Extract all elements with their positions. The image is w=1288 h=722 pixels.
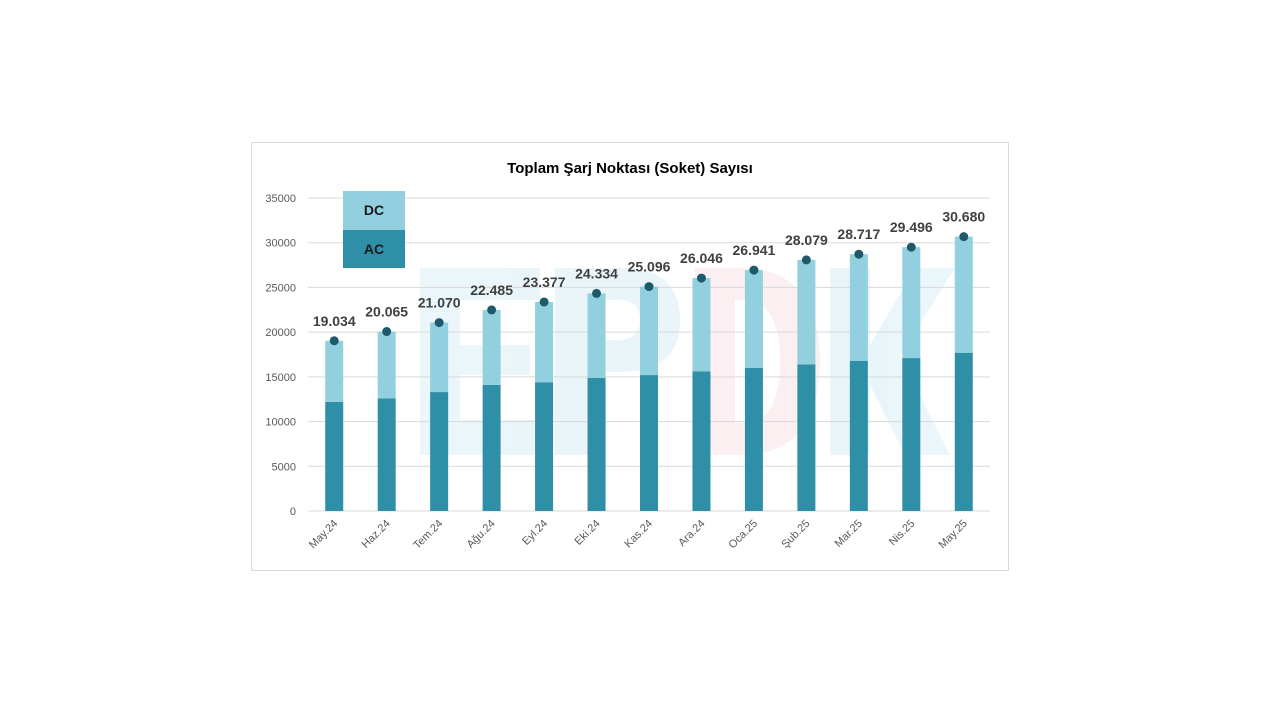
bar-dc (954, 236, 973, 353)
bar-ac (954, 352, 973, 511)
x-tick-label: Nis.25 (887, 518, 918, 549)
total-marker (749, 265, 759, 275)
total-marker (382, 327, 392, 337)
total-marker (906, 242, 916, 252)
x-tick-label: Şub.25 (779, 518, 812, 551)
bar-ac (587, 377, 606, 511)
legend: DC AC (343, 191, 405, 268)
y-tick-label: 15000 (265, 372, 296, 384)
bar-dc (325, 340, 344, 402)
x-tick-label: Haz.24 (360, 518, 393, 551)
total-data-label: 28.717 (837, 226, 880, 242)
total-marker (644, 282, 654, 292)
total-marker (696, 273, 706, 283)
x-tick-label: Ağu.24 (465, 518, 498, 551)
y-tick-label: 25000 (265, 282, 296, 294)
chart-frame (251, 142, 1009, 571)
bar-ac (744, 367, 763, 511)
x-tick-label: May.24 (307, 518, 340, 551)
y-tick-label: 5000 (272, 461, 296, 473)
total-marker (854, 249, 864, 259)
total-marker (434, 318, 444, 328)
watermark-letter-e (420, 268, 540, 455)
x-tick-label: Ara.24 (676, 518, 707, 549)
bar-ac (692, 371, 711, 511)
x-tick-label: Oca.25 (726, 518, 760, 552)
bar-dc (430, 322, 449, 393)
bar-dc (587, 293, 606, 378)
total-data-label: 19.034 (313, 313, 356, 329)
total-data-label: 24.334 (575, 265, 618, 281)
x-tick-label: Mar.25 (833, 518, 865, 550)
chart-title: Toplam Şarj Noktası (Soket) Sayısı (507, 160, 753, 177)
y-tick-label: 20000 (265, 327, 296, 339)
bar-ac (797, 364, 816, 511)
bar-ac (482, 384, 501, 511)
bar-ac (902, 358, 921, 511)
bar-dc (692, 278, 711, 372)
bar-dc (902, 247, 921, 359)
bar-dc (377, 331, 396, 399)
bar-ac (325, 401, 344, 511)
x-tick-label: Eyl.24 (520, 518, 550, 548)
bar-dc (482, 309, 501, 385)
watermark-letter-d (695, 268, 820, 455)
legend-swatch-dc (343, 191, 405, 230)
legend-label-dc: DC (364, 202, 384, 218)
watermark-letter-k (830, 268, 955, 455)
bar-ac (377, 398, 396, 511)
bar-dc (640, 286, 658, 376)
x-tick-label: Tem.24 (411, 518, 445, 552)
x-tick-label: May.25 (936, 518, 969, 551)
bar-ac (640, 375, 658, 511)
total-marker (959, 232, 969, 242)
x-tick-label: Eki.24 (573, 518, 603, 548)
bar-ac (535, 382, 554, 511)
y-tick-label: 30000 (265, 238, 296, 250)
total-data-label: 29.496 (890, 219, 933, 235)
bar-ac (430, 392, 449, 511)
total-data-label: 23.377 (523, 274, 566, 290)
total-data-label: 20.065 (365, 304, 408, 320)
bar-dc (849, 254, 868, 361)
total-marker (592, 288, 602, 298)
legend-label-ac: AC (364, 241, 384, 257)
bar-dc (744, 270, 763, 368)
total-data-label: 25.096 (628, 259, 671, 275)
x-tick-label: Kas.24 (622, 518, 655, 551)
y-tick-label: 35000 (265, 193, 296, 205)
total-data-label: 28.079 (785, 232, 828, 248)
y-tick-label: 0 (290, 506, 296, 518)
total-data-label: 26.046 (680, 250, 723, 266)
watermark-letter-p (555, 268, 680, 455)
total-data-label: 26.941 (733, 242, 776, 258)
legend-swatch-ac (343, 230, 405, 268)
total-marker (487, 305, 497, 315)
bar-dc (797, 259, 816, 365)
total-marker (801, 255, 811, 265)
total-marker (539, 297, 549, 307)
bar-dc (535, 301, 554, 383)
total-data-label: 21.070 (418, 295, 461, 311)
y-tick-label: 10000 (265, 417, 296, 429)
total-data-label: 30.680 (942, 209, 985, 225)
bar-ac (849, 360, 868, 511)
total-data-label: 22.485 (470, 282, 513, 298)
total-marker (329, 336, 339, 346)
